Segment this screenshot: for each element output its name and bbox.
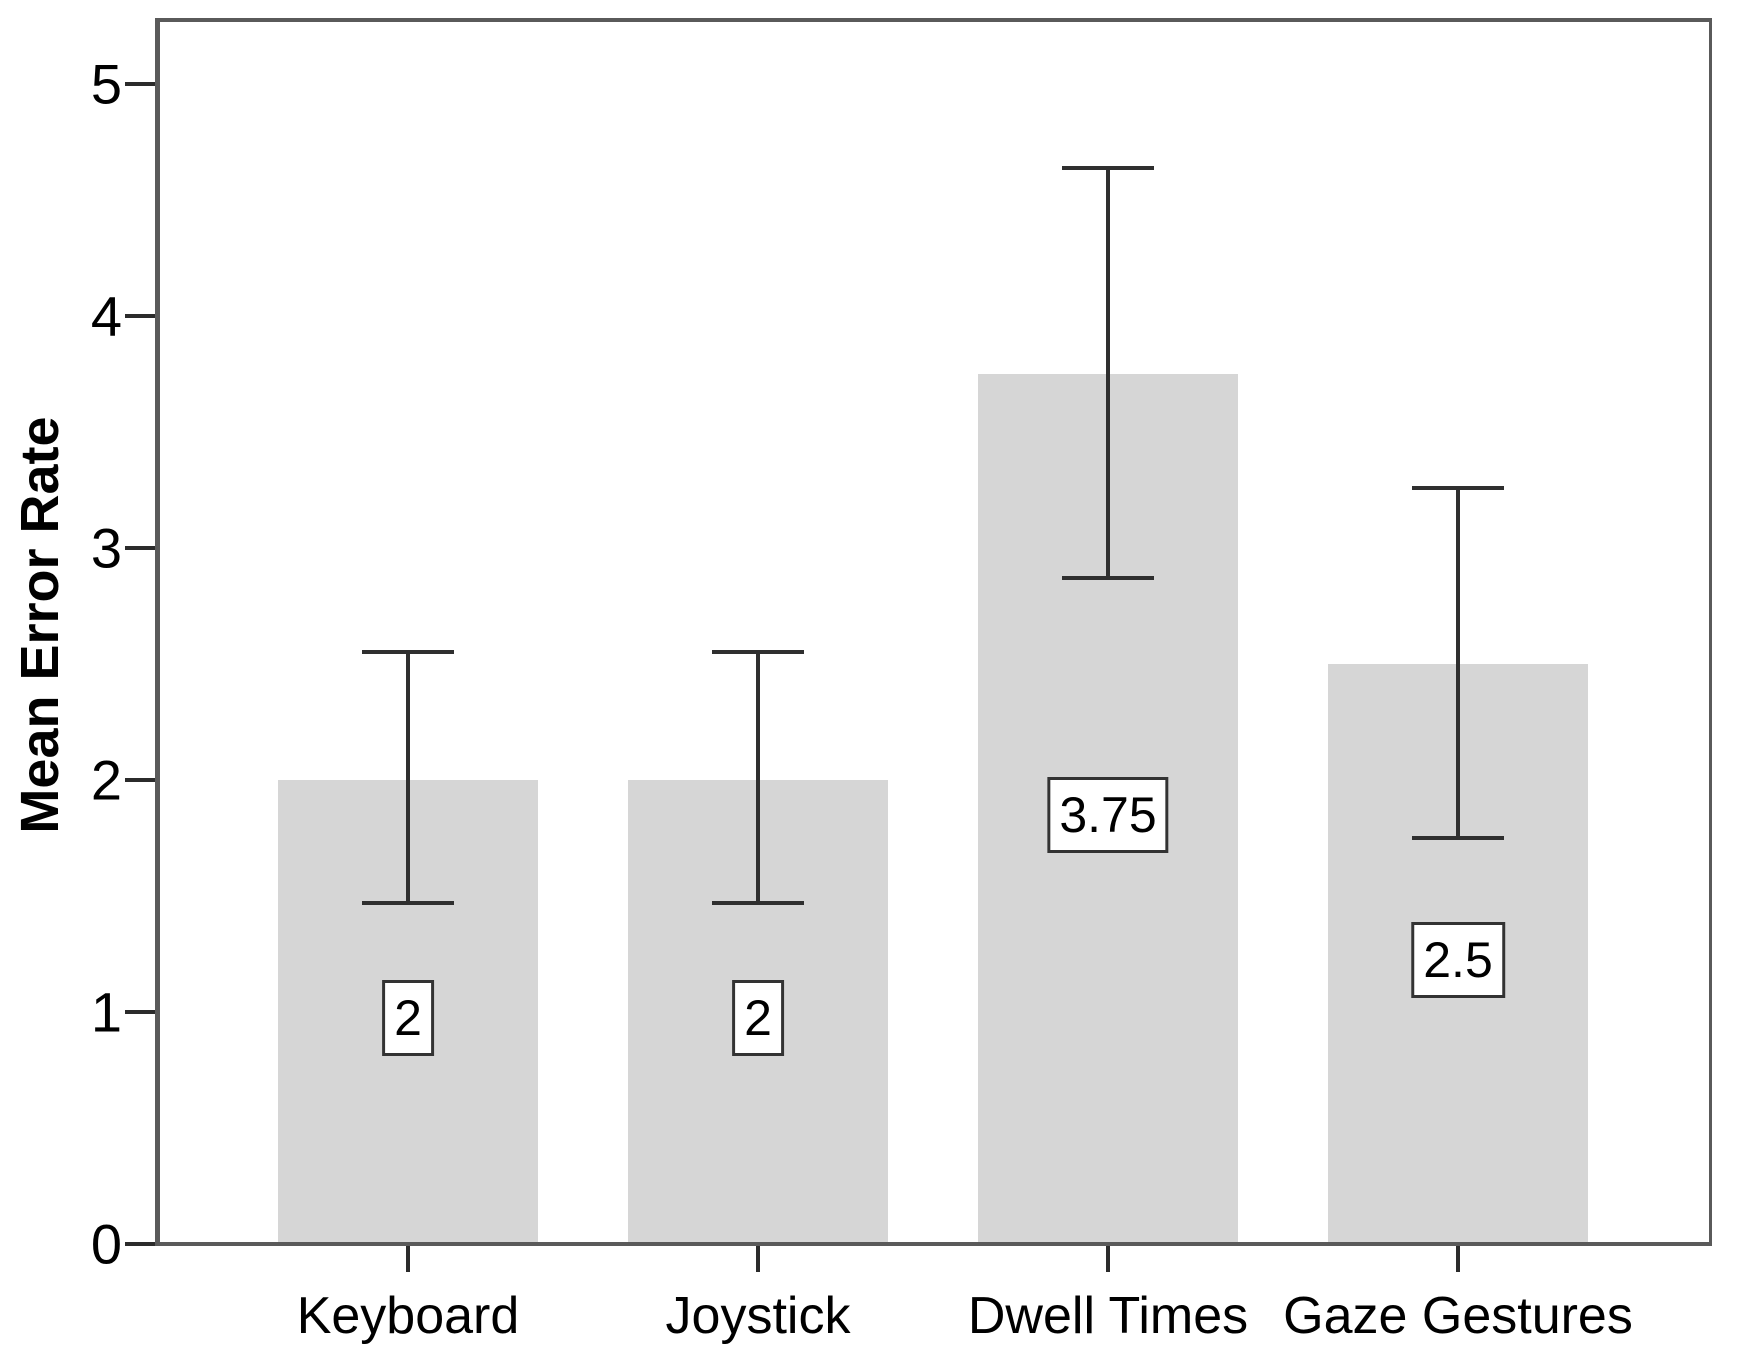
x-tick — [1106, 1244, 1110, 1272]
error-bar-cap-bottom — [1062, 576, 1154, 581]
y-tick — [125, 314, 157, 318]
x-axis-label-dwell-times: Dwell Times — [967, 1287, 1249, 1345]
x-tick — [1456, 1244, 1460, 1272]
error-bar-cap-top — [712, 650, 804, 655]
error-bar-whisker — [756, 652, 760, 903]
y-tick-label: 2 — [90, 748, 122, 812]
error-bar-whisker — [406, 652, 410, 903]
y-tick — [125, 1242, 157, 1246]
x-axis-label-gaze-gestures: Gaze Gestures — [1283, 1287, 1633, 1345]
value-label: 2.5 — [1411, 922, 1505, 998]
y-tick-label: 0 — [90, 1212, 122, 1276]
value-label: 2 — [732, 980, 784, 1056]
y-tick — [125, 546, 157, 550]
error-bar-whisker — [1456, 487, 1460, 838]
error-bar-whisker — [1106, 167, 1110, 579]
error-bar-cap-top — [362, 650, 454, 655]
error-bar-cap-top — [1412, 485, 1504, 490]
y-tick — [125, 778, 157, 782]
error-bar-cap-bottom — [362, 900, 454, 905]
y-tick — [125, 82, 157, 86]
error-bar-cap-bottom — [1412, 836, 1504, 840]
x-axis-label-keyboard: Keyboard — [296, 1287, 520, 1345]
x-tick — [756, 1244, 760, 1272]
x-axis-label-joystick: Joystick — [665, 1287, 851, 1345]
error-bar-cap-bottom — [712, 900, 804, 905]
x-tick — [406, 1244, 410, 1272]
value-label: 3.75 — [1047, 777, 1169, 853]
y-tick — [125, 1010, 157, 1014]
y-tick-label: 1 — [90, 980, 122, 1044]
y-tick-label: 4 — [90, 284, 122, 348]
error-bar-cap-top — [1062, 165, 1154, 170]
value-label: 2 — [382, 980, 434, 1056]
y-tick-label: 3 — [90, 516, 122, 580]
y-tick-label: 5 — [90, 52, 122, 116]
